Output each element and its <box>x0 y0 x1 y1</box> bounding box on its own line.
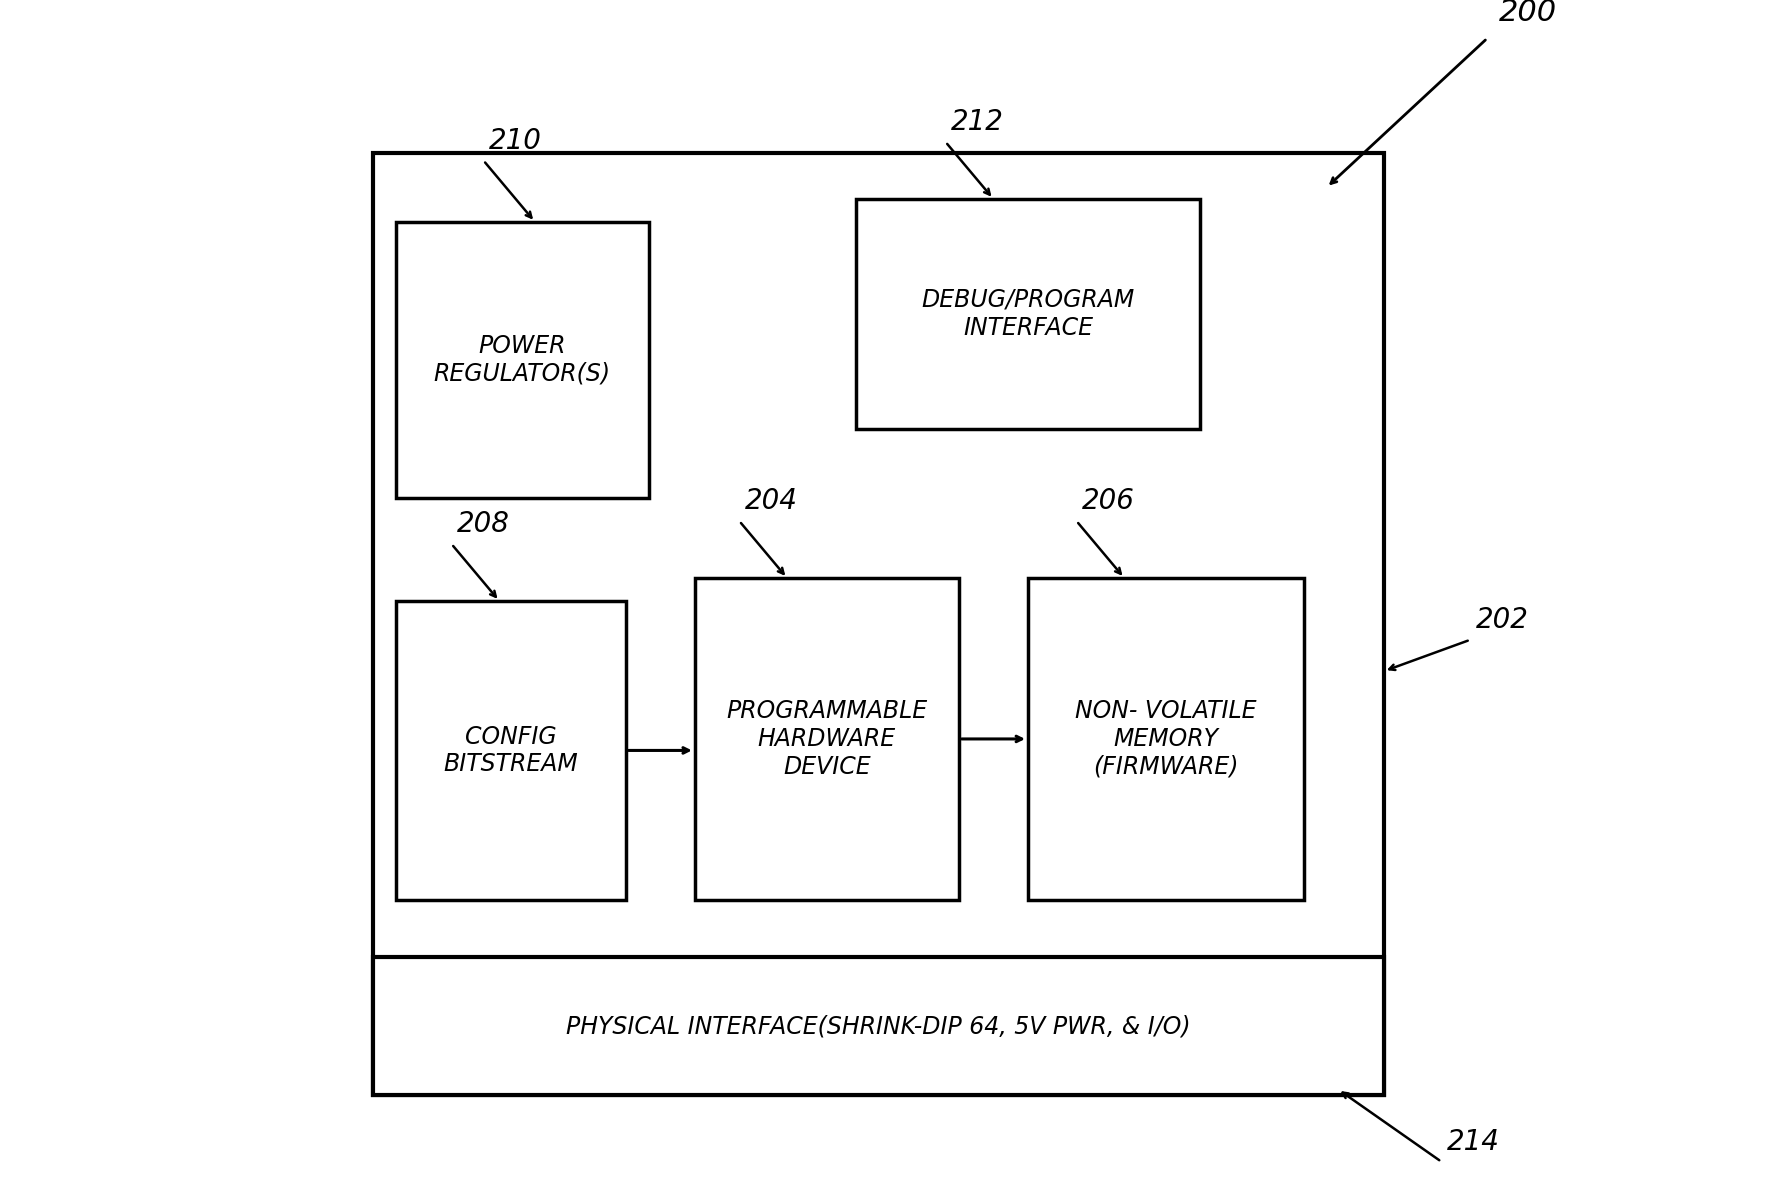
FancyBboxPatch shape <box>374 957 1385 1096</box>
Text: NON- VOLATILE
MEMORY
(FIRMWARE): NON- VOLATILE MEMORY (FIRMWARE) <box>1075 699 1257 779</box>
Text: 214: 214 <box>1447 1128 1501 1156</box>
FancyBboxPatch shape <box>395 601 627 900</box>
Text: CONFIG
BITSTREAM: CONFIG BITSTREAM <box>443 724 578 776</box>
Text: POWER
REGULATOR(S): POWER REGULATOR(S) <box>434 334 611 386</box>
FancyBboxPatch shape <box>694 578 959 900</box>
Text: 206: 206 <box>1082 487 1136 515</box>
Text: 212: 212 <box>951 108 1004 137</box>
FancyBboxPatch shape <box>395 222 648 497</box>
Text: 204: 204 <box>744 487 797 515</box>
Text: 202: 202 <box>1476 607 1529 634</box>
Text: DEBUG/PROGRAM
INTERFACE: DEBUG/PROGRAM INTERFACE <box>922 288 1134 339</box>
FancyBboxPatch shape <box>856 199 1200 429</box>
FancyBboxPatch shape <box>1027 578 1303 900</box>
Text: 208: 208 <box>457 510 511 538</box>
Text: 200: 200 <box>1499 0 1558 26</box>
Text: PHYSICAL INTERFACE(SHRINK-DIP 64, 5V PWR, & I/O): PHYSICAL INTERFACE(SHRINK-DIP 64, 5V PWR… <box>566 1014 1191 1039</box>
Text: PROGRAMMABLE
HARDWARE
DEVICE: PROGRAMMABLE HARDWARE DEVICE <box>726 699 927 779</box>
FancyBboxPatch shape <box>374 153 1385 1096</box>
Text: 210: 210 <box>490 127 541 154</box>
